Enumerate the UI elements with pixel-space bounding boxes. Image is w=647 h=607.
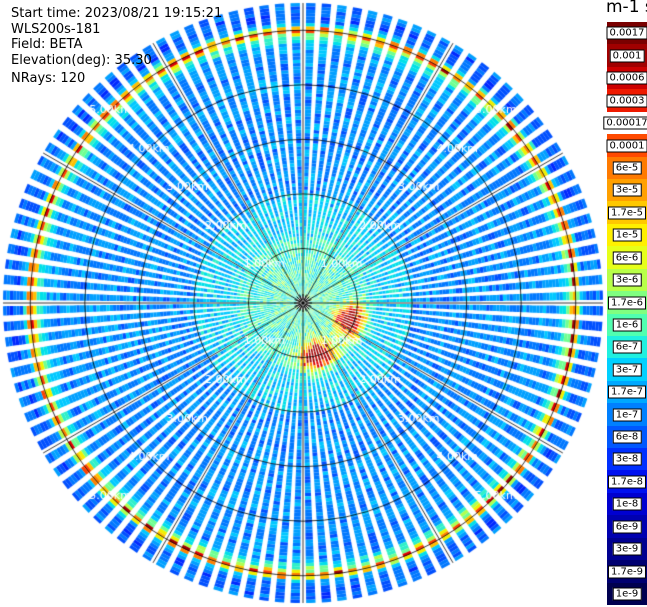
- ppi-scan-plot: [0, 0, 607, 607]
- instrument-label: WLS200s-181: [11, 22, 101, 37]
- colorbar-level: 0.0017: [606, 22, 647, 45]
- colorbar-unit: m-1 sr-1: [606, 0, 647, 17]
- colorbar-level: 0.001: [607, 44, 647, 68]
- colorbar-level: 6e-9: [607, 515, 647, 539]
- colorbar-level: 1e-8: [607, 492, 647, 516]
- colorbar-tick-label: 6e-7: [612, 340, 642, 354]
- colorbar-tick-label: 1.7e-5: [607, 206, 647, 220]
- colorbar-tick-label: 6e-6: [612, 251, 642, 265]
- colorbar-level: 1e-6: [607, 313, 647, 337]
- colorbar-tick-label: 0.0006: [606, 71, 647, 85]
- colorbar-level: 3e-6: [607, 268, 647, 292]
- colorbar-tick-label: 0.0003: [606, 94, 647, 108]
- colorbar-tick-label: 3e-9: [612, 542, 642, 556]
- colorbar-tick-label: 6e-9: [612, 520, 642, 534]
- colorbar-tick-label: 3e-7: [612, 363, 642, 377]
- colorbar-level: 0.0003: [606, 89, 647, 113]
- elevation-label: Elevation(deg): 35.30: [11, 53, 152, 68]
- colorbar-tick-label: 1e-8: [612, 497, 642, 511]
- colorbar-level: 1e-9: [607, 582, 647, 606]
- colorbar-tick-label: 3e-8: [612, 452, 642, 466]
- colorbar-tick-label: 1.7e-9: [607, 565, 647, 579]
- colorbar-tick-label: 3e-6: [612, 273, 642, 287]
- start-time-label: Start time: 2023/08/21 19:15:21: [11, 6, 223, 21]
- colorbar-tick-label: 1.7e-8: [607, 475, 647, 489]
- colorbar-tick-label: 0.0001: [606, 139, 647, 153]
- colorbar-level: 6e-5: [607, 156, 647, 180]
- colorbar: 0.0017 0.001 0.0006 0.0003 0.00017 0.0001 6e-5…: [603, 22, 647, 606]
- field-label: Field: BETA: [11, 37, 83, 52]
- colorbar-level: 6e-7: [607, 335, 647, 359]
- colorbar-tick-label: 0.0017: [606, 26, 647, 40]
- colorbar-tick-label: 0.00017: [603, 116, 647, 130]
- colorbar-level: 0.0001: [606, 134, 647, 158]
- colorbar-tick-label: 6e-5: [612, 161, 642, 175]
- colorbar-level: 1.7e-8: [607, 470, 647, 494]
- colorbar-level: 0.0006: [606, 66, 647, 90]
- colorbar-level: 3e-9: [607, 537, 647, 561]
- colorbar-tick-label: 6e-8: [612, 430, 642, 444]
- colorbar-level: 1.7e-5: [607, 201, 647, 225]
- colorbar-tick-label: 1.7e-7: [607, 385, 647, 399]
- colorbar-tick-label: 1e-9: [612, 587, 642, 601]
- colorbar-level: 1.7e-7: [607, 380, 647, 404]
- colorbar-level: 3e-5: [607, 178, 647, 202]
- colorbar-level: 1e-7: [607, 403, 647, 427]
- nrays-label: NRays: 120: [11, 71, 86, 86]
- colorbar-tick-label: 1e-7: [612, 408, 642, 422]
- colorbar-tick-label: 1e-5: [612, 228, 642, 242]
- colorbar-tick-label: 0.001: [609, 49, 645, 63]
- colorbar-level: 1.7e-9: [607, 560, 647, 584]
- colorbar-level: 3e-7: [607, 358, 647, 382]
- colorbar-level: 1e-5: [607, 223, 647, 247]
- colorbar-tick-label: 1.7e-6: [607, 296, 647, 310]
- colorbar-tick-label: 3e-5: [612, 183, 642, 197]
- colorbar-level: 0.00017: [603, 111, 647, 135]
- colorbar-level: 3e-8: [607, 448, 647, 471]
- colorbar-level: 1.7e-6: [607, 291, 647, 314]
- colorbar-level: 6e-6: [607, 246, 647, 270]
- colorbar-level: 6e-8: [607, 425, 647, 449]
- colorbar-tick-label: 1e-6: [612, 318, 642, 332]
